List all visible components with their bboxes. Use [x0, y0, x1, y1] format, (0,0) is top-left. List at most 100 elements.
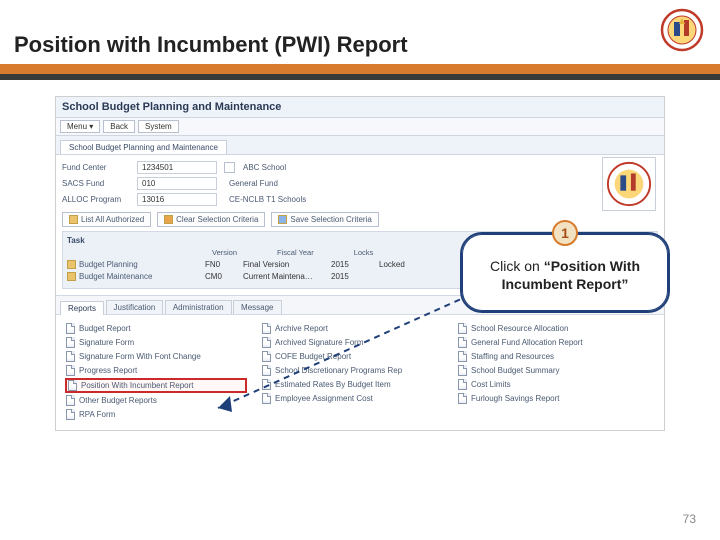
clear-label: Clear Selection Criteria [176, 215, 258, 224]
document-icon [66, 409, 75, 420]
menu-button[interactable]: Menu ▾ [60, 120, 100, 133]
lookup-icon[interactable] [224, 162, 235, 173]
task-icon [67, 260, 76, 269]
version-text: Final Version [243, 260, 323, 269]
list-icon [69, 215, 78, 224]
report-link-label: Budget Report [79, 324, 131, 333]
main-tabstrip: School Budget Planning and Maintenance [56, 136, 664, 155]
version-text: Current Maintena… [243, 272, 323, 281]
sacs-fund-input[interactable]: 010 [137, 177, 217, 190]
lock-text: Locked [379, 260, 459, 269]
report-link[interactable]: Signature Form [66, 337, 246, 348]
inner-logo [602, 157, 656, 211]
report-link-label: Signature Form [79, 338, 134, 347]
app-menubar: Menu ▾ Back System [56, 118, 664, 136]
report-link-label: School Resource Allocation [471, 324, 568, 333]
document-icon [458, 393, 467, 404]
report-link[interactable]: Archived Signature Form [262, 337, 442, 348]
report-link[interactable]: Cost Limits [458, 379, 638, 390]
report-link[interactable]: Furlough Savings Report [458, 393, 638, 404]
save-button[interactable]: Save Selection Criteria [271, 212, 378, 227]
save-label: Save Selection Criteria [290, 215, 371, 224]
document-icon [262, 379, 271, 390]
report-link-label: School Discretionary Programs Rep [275, 366, 402, 375]
report-link[interactable]: RPA Form [66, 409, 246, 420]
reports-area: Budget Report Signature Form Signature For… [56, 314, 664, 430]
row-fund-center: Fund Center 1234501 ABC School [62, 161, 658, 174]
hdr-locks: Locks [354, 248, 374, 257]
document-icon [68, 380, 77, 391]
reports-col-3: School Resource Allocation General Fund A… [458, 323, 638, 420]
report-link[interactable]: Position With Incumbent Report [66, 379, 246, 392]
document-icon [458, 351, 467, 362]
report-link-label: COFE Budget Report [275, 352, 351, 361]
report-link-label: General Fund Allocation Report [471, 338, 583, 347]
report-link-label: Other Budget Reports [79, 396, 157, 405]
document-icon [262, 337, 271, 348]
callout-prefix: Click on [490, 258, 544, 274]
task-icon [67, 272, 76, 281]
budget-maintenance-link[interactable]: Budget Maintenance [67, 272, 197, 281]
report-link-label: Position With Incumbent Report [81, 381, 194, 390]
report-link-label: Progress Report [79, 366, 137, 375]
document-icon [66, 351, 75, 362]
report-link-label: Archive Report [275, 324, 328, 333]
callout-text: Click on “Position With Incumbent Report… [474, 258, 656, 293]
version-code: CM0 [205, 272, 235, 281]
list-all-label: List All Authorized [81, 215, 144, 224]
document-icon [458, 379, 467, 390]
report-link-label: Employee Assignment Cost [275, 394, 373, 403]
app-title-bar: School Budget Planning and Maintenance [56, 97, 664, 118]
report-link[interactable]: School Resource Allocation [458, 323, 638, 334]
document-icon [66, 395, 75, 406]
task-link-label: Budget Maintenance [79, 272, 152, 281]
list-all-button[interactable]: List All Authorized [62, 212, 151, 227]
slide-title: Position with Incumbent (PWI) Report [14, 32, 408, 58]
document-icon [458, 323, 467, 334]
clear-icon [164, 215, 173, 224]
report-link[interactable]: Other Budget Reports [66, 395, 246, 406]
report-link[interactable]: Signature Form With Font Change [66, 351, 246, 362]
alloc-program-input[interactable]: 13016 [137, 193, 217, 206]
report-link[interactable]: COFE Budget Report [262, 351, 442, 362]
report-link[interactable]: School Budget Summary [458, 365, 638, 376]
document-icon [66, 365, 75, 376]
save-icon [278, 215, 287, 224]
system-button[interactable]: System [138, 120, 179, 133]
document-icon [458, 365, 467, 376]
sacs-fund-name: General Fund [229, 179, 278, 188]
tab-administration[interactable]: Administration [165, 300, 232, 314]
report-link[interactable]: General Fund Allocation Report [458, 337, 638, 348]
report-link-label: Furlough Savings Report [471, 394, 560, 403]
report-link-label: Cost Limits [471, 380, 511, 389]
fund-center-input[interactable]: 1234501 [137, 161, 217, 174]
clear-button[interactable]: Clear Selection Criteria [157, 212, 265, 227]
report-link[interactable]: Staffing and Resources [458, 351, 638, 362]
hdr-version: Version [212, 248, 237, 257]
report-link[interactable]: Archive Report [262, 323, 442, 334]
task-link-label: Budget Planning [79, 260, 138, 269]
report-link-label: School Budget Summary [471, 366, 560, 375]
budget-planning-link[interactable]: Budget Planning [67, 260, 197, 269]
document-icon [262, 323, 271, 334]
tab-justification[interactable]: Justification [106, 300, 164, 314]
report-link[interactable]: School Discretionary Programs Rep [262, 365, 442, 376]
reports-col-2: Archive Report Archived Signature Form COF… [262, 323, 442, 420]
page-number: 73 [683, 512, 696, 526]
report-link[interactable]: Employee Assignment Cost [262, 393, 442, 404]
tab-reports[interactable]: Reports [60, 301, 104, 315]
row-sacs-fund: SACS Fund 010 General Fund [62, 177, 658, 190]
document-icon [262, 365, 271, 376]
document-icon [262, 393, 271, 404]
back-button[interactable]: Back [103, 120, 135, 133]
tab-message[interactable]: Message [233, 300, 281, 314]
version-code: FN0 [205, 260, 235, 269]
report-link[interactable]: Progress Report [66, 365, 246, 376]
report-link[interactable]: Budget Report [66, 323, 246, 334]
report-link-label: Estimated Rates By Budget Item [275, 380, 391, 389]
main-tab[interactable]: School Budget Planning and Maintenance [60, 140, 227, 154]
alloc-program-name: CE-NCLB T1 Schools [229, 195, 306, 204]
report-link-label: Archived Signature Form [275, 338, 363, 347]
report-link[interactable]: Estimated Rates By Budget Item [262, 379, 442, 390]
decor-bar-dark [0, 74, 720, 80]
